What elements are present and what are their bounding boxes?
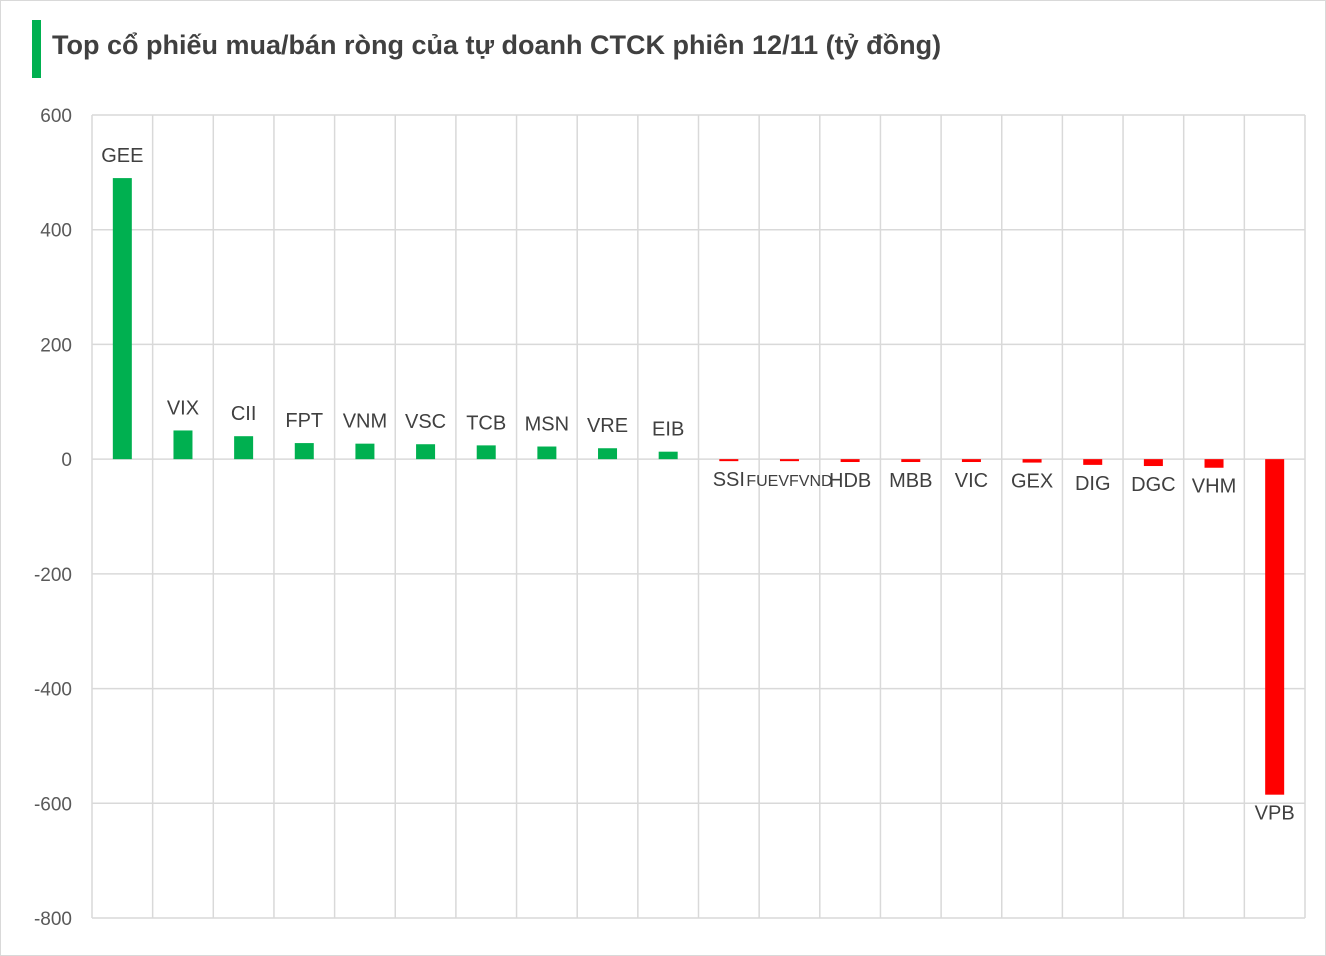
category-label: DIG: [1075, 473, 1111, 495]
bar-vre: [598, 448, 618, 460]
bar-vnm: [355, 443, 375, 460]
bar-cii: [234, 436, 254, 460]
bar-dgc: [1143, 459, 1163, 467]
category-label: FUEVFVND: [746, 473, 832, 490]
bar-dig: [1083, 459, 1103, 465]
y-tick-label: 200: [40, 335, 72, 356]
bar-hdb: [840, 459, 860, 463]
bar-msn: [537, 446, 557, 460]
bars: [112, 178, 1285, 795]
bar-vsc: [416, 444, 436, 460]
category-label: GEX: [1011, 471, 1053, 493]
category-label: DGC: [1131, 474, 1175, 496]
bar-mbb: [901, 459, 921, 463]
category-labels: GEE VIX CII FPT VNM VSC TCB MSN VRE EIB SSI FUEVFVN…: [101, 145, 1294, 825]
bar-vhm: [1204, 459, 1224, 468]
category-label: VNM: [343, 411, 387, 433]
category-label: VPB: [1255, 803, 1295, 825]
category-label: VIX: [167, 397, 199, 419]
category-label: MBB: [889, 470, 932, 492]
bar-vic: [961, 459, 981, 463]
y-tick-label: -600: [34, 794, 72, 815]
y-tick-label: 400: [40, 221, 72, 242]
bar-vix: [173, 430, 193, 460]
category-label: EIB: [652, 419, 684, 441]
category-label: GEE: [101, 145, 143, 167]
category-label: VRE: [587, 415, 628, 437]
grid-layer: [91, 114, 1306, 919]
y-tick-label: 0: [61, 450, 72, 471]
y-axis-ticks: 600 400 200 0 -200 -400 -600 -800: [34, 106, 72, 930]
category-label: MSN: [525, 414, 569, 436]
chart-title: Top cổ phiếu mua/bán ròng của tự doanh C…: [52, 30, 942, 60]
category-label: TCB: [466, 412, 506, 434]
y-tick-label: -200: [34, 565, 72, 586]
y-tick-label: -800: [34, 909, 72, 930]
bar-fuevfvnd: [779, 459, 799, 462]
bar-ssi: [719, 459, 739, 462]
category-label: VSC: [405, 411, 446, 433]
category-label: HDB: [829, 470, 871, 492]
bar-vpb: [1265, 459, 1285, 795]
bar-eib: [658, 451, 678, 460]
category-label: FPT: [285, 410, 323, 432]
y-tick-label: -400: [34, 680, 72, 701]
bar-gee: [112, 178, 132, 460]
category-label: CII: [231, 403, 257, 425]
bar-tcb: [476, 445, 496, 460]
category-label: SSI: [713, 469, 745, 491]
title-accent-bar: [32, 20, 41, 78]
category-label: VHM: [1192, 476, 1236, 498]
y-tick-label: 600: [40, 106, 72, 127]
bar-fpt: [294, 443, 314, 460]
bar-gex: [1022, 459, 1042, 463]
category-label: VIC: [955, 470, 988, 492]
